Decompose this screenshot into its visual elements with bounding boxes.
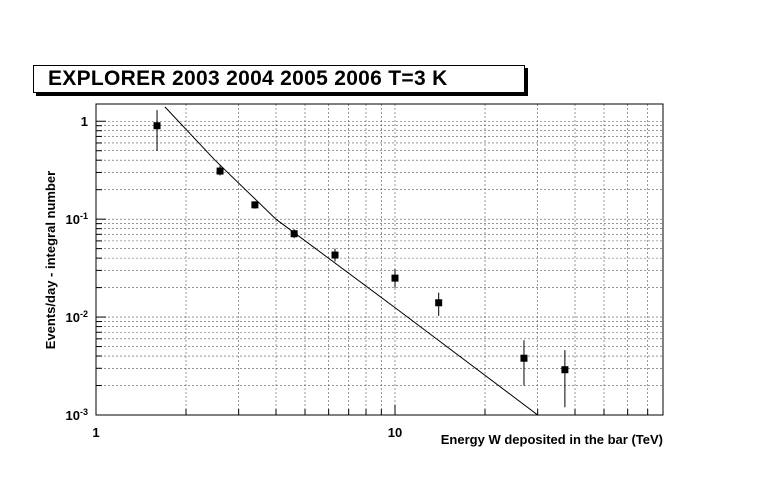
y-axis-label: Events/day - integral number	[43, 171, 58, 349]
y-tick-label: 10-2	[66, 309, 88, 325]
y-tick-label: 1	[81, 114, 88, 129]
y-tick-label: 10-1	[66, 211, 88, 227]
axis-ticks	[95, 120, 649, 416]
point-marker	[290, 230, 298, 238]
point-marker	[216, 167, 224, 175]
data-point	[331, 248, 339, 262]
tick-labels: 1 10 10-3 10-2 10-1 1	[66, 114, 403, 440]
data-point	[251, 201, 259, 209]
grid	[96, 104, 663, 415]
data-point	[153, 110, 161, 151]
point-marker	[331, 251, 339, 259]
data-point	[561, 350, 569, 408]
chart-title-box: EXPLORER 2003 2004 2005 2006 T=3 K	[33, 65, 525, 93]
data-point	[435, 292, 443, 316]
chart-title: EXPLORER 2003 2004 2005 2006 T=3 K	[48, 67, 448, 90]
model-curve	[164, 106, 539, 415]
data-point	[391, 268, 399, 288]
point-marker	[153, 122, 161, 130]
plot-frame	[95, 103, 664, 416]
y-tick-label: 10-3	[66, 407, 88, 423]
x-tick-label: 1	[92, 425, 99, 440]
point-marker	[391, 274, 399, 282]
point-marker	[435, 299, 443, 307]
point-marker	[251, 201, 259, 209]
data-point	[520, 340, 528, 386]
data-point	[216, 164, 224, 176]
x-axis-label: Energy W deposited in the bar (TeV)	[441, 432, 663, 447]
data-points	[153, 110, 569, 408]
point-marker	[520, 354, 528, 362]
x-tick-label: 10	[388, 425, 402, 440]
data-point	[290, 229, 298, 239]
point-marker	[561, 366, 569, 374]
model-curve-group	[164, 106, 539, 415]
